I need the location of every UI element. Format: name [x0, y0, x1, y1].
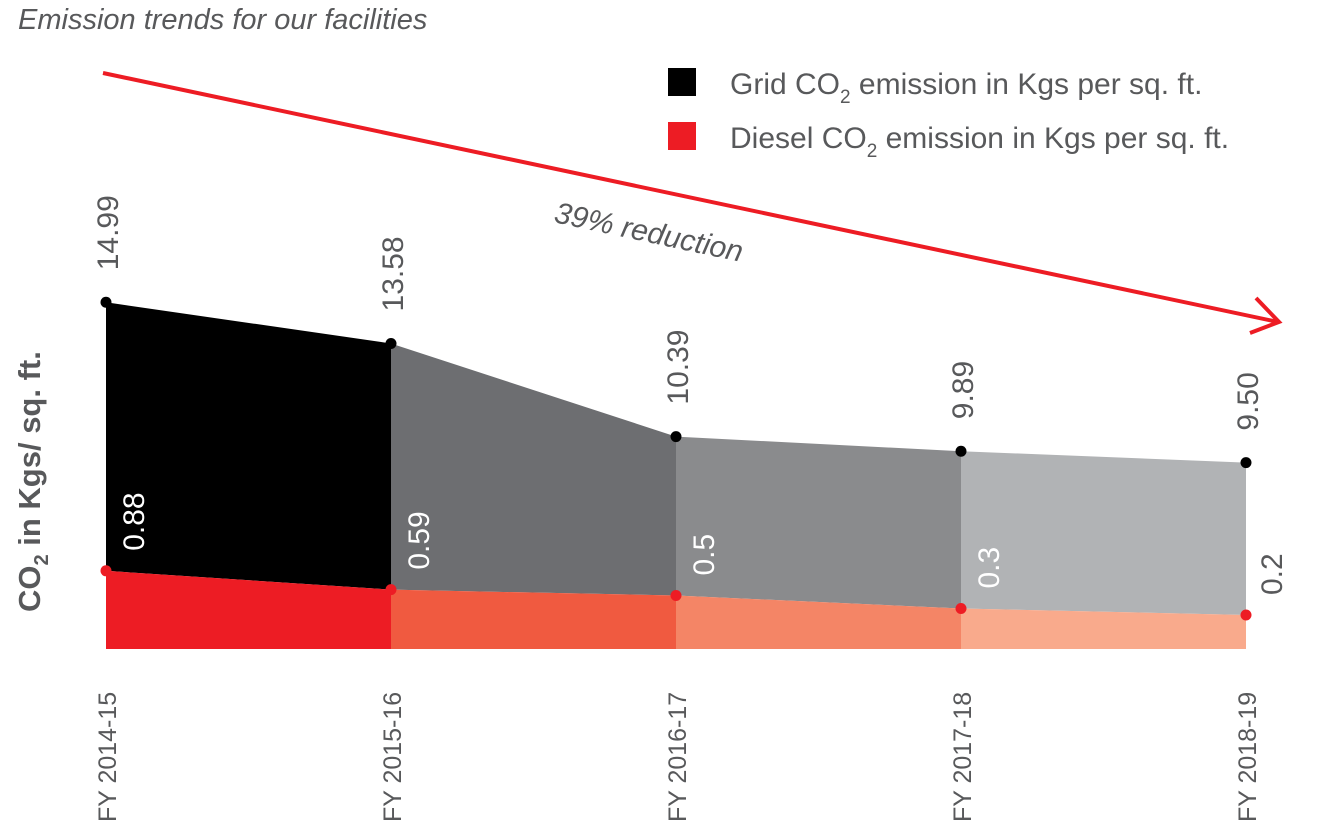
grid-data-point — [1240, 457, 1252, 469]
grid-area-segment — [961, 451, 1246, 615]
diesel-area-segment — [961, 608, 1246, 649]
diesel-area-segment — [391, 589, 676, 649]
x-tick-label: FY 2018-19 — [1234, 692, 1262, 822]
diesel-area-segment — [106, 570, 391, 649]
diesel-value-label: 0.88 — [118, 492, 151, 550]
y-axis-label-main: CO — [12, 566, 47, 613]
legend-label-post: emission in Kgs per sq. ft. — [851, 68, 1203, 101]
legend-label-sub: 2 — [867, 141, 878, 162]
x-tick-label: FY 2016-17 — [664, 692, 692, 822]
grid-data-point — [100, 296, 112, 308]
grid-value-label: 10.39 — [662, 330, 695, 405]
legend-label-pre: Grid CO — [730, 68, 840, 101]
trend-arrow-line — [102, 71, 1279, 324]
grid-area-segment — [391, 343, 676, 596]
y-axis-label-sub: 2 — [31, 554, 53, 565]
reduction-annotation: 39% reduction — [552, 197, 746, 269]
y-axis-label-rest: in Kgs/ sq. ft. — [12, 351, 47, 554]
y-axis-label: CO2 in Kgs/ sq. ft. — [12, 351, 53, 612]
diesel-data-point — [100, 565, 112, 577]
x-tick-label: FY 2015-16 — [379, 692, 407, 822]
grid-area-segment — [676, 436, 961, 609]
x-tick-label: FY 2017-18 — [949, 692, 977, 822]
diesel-value-label: 0.5 — [688, 534, 721, 576]
diesel-data-point — [955, 603, 967, 614]
legend-swatch — [668, 122, 696, 150]
chart-title: Emission trends for our facilities — [18, 4, 428, 36]
x-tick-label: FY 2014-15 — [94, 692, 122, 822]
legend-label-pre: Diesel CO — [730, 122, 867, 155]
diesel-value-label: 0.59 — [403, 511, 436, 569]
diesel-area-segment — [676, 595, 961, 649]
grid-data-point — [670, 431, 682, 443]
grid-value-label: 14.99 — [92, 195, 125, 270]
grid-area-segment — [106, 302, 391, 590]
legend-swatch — [668, 68, 696, 96]
diesel-data-point — [670, 590, 682, 601]
diesel-value-label: 0.2 — [1256, 553, 1289, 595]
grid-data-point — [955, 445, 967, 457]
grid-value-label: 9.50 — [1232, 372, 1265, 430]
grid-value-label: 13.58 — [377, 236, 410, 311]
grid-data-point — [385, 337, 397, 349]
legend-label: Grid CO2 emission in Kgs per sq. ft. — [730, 68, 1202, 108]
trend-arrow-head-icon — [1249, 296, 1283, 335]
legend-label-sub: 2 — [840, 87, 851, 108]
legend-label-post: emission in Kgs per sq. ft. — [877, 122, 1229, 155]
diesel-data-point — [1240, 609, 1252, 621]
grid-value-label: 9.89 — [947, 361, 980, 419]
diesel-value-label: 0.3 — [973, 547, 1006, 589]
legend-label: Diesel CO2 emission in Kgs per sq. ft. — [730, 122, 1229, 162]
diesel-data-point — [385, 584, 397, 596]
